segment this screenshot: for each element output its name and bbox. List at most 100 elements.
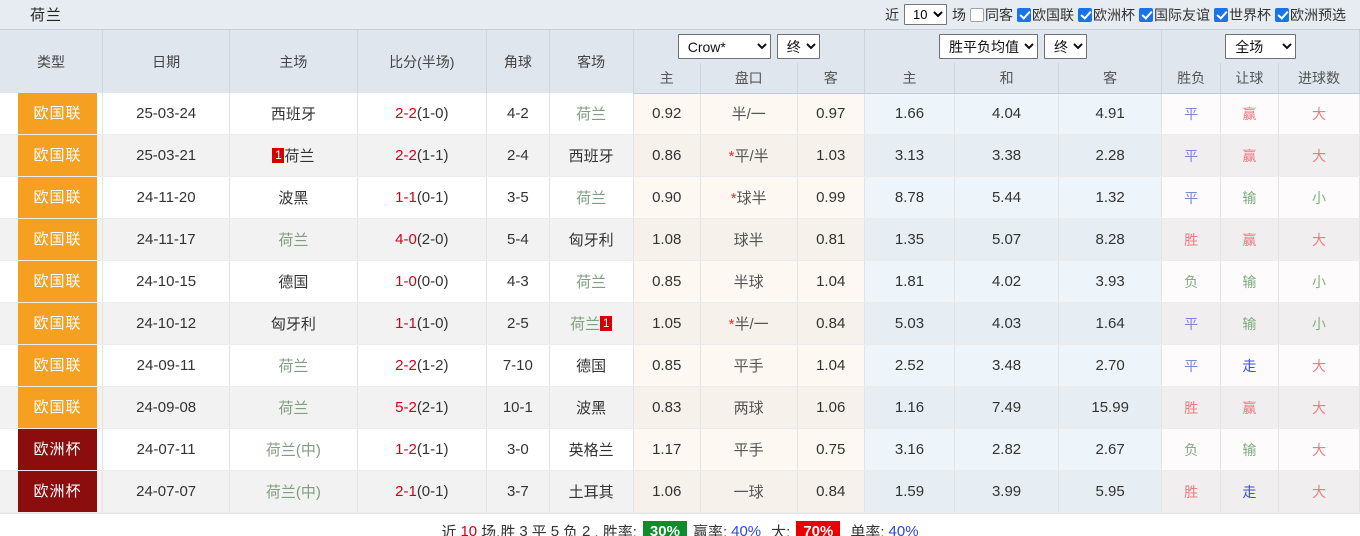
handicap-company-select[interactable]: Crow*Bet365MacauslotEasybets (677, 34, 771, 59)
match-date: 24-07-11 (136, 441, 196, 458)
competition-checkbox[interactable] (1275, 7, 1289, 22)
recent-label: 近 (885, 6, 899, 23)
col-header-result-goals[interactable]: 进球数 (1278, 63, 1360, 94)
match-score: 2-2(1-1) (395, 147, 449, 164)
table-row[interactable]: 欧国联 24-09-08 荷兰 5-2(2-1) 10-1 波黑 0.83 两球 1.06 1.1… (0, 386, 1360, 429)
competition-checkbox[interactable] (1078, 7, 1092, 22)
odds-home: 1.59 (894, 483, 925, 500)
cell-home-team[interactable]: 西班牙 (229, 93, 358, 135)
col-header-eu-draw[interactable]: 和 (954, 63, 1059, 94)
cell-away-team[interactable]: 荷兰 (549, 260, 634, 303)
competition-checkbox[interactable] (1017, 7, 1031, 22)
col-header-corner[interactable]: 角球 (486, 30, 550, 93)
handicap-line: 平手 (733, 358, 764, 375)
cell-home-team[interactable]: 荷兰 (229, 386, 358, 429)
odds-market-select[interactable]: 胜平负均值亚盘均值大小球均值 (939, 34, 1039, 59)
cell-score[interactable]: 1-1(0-1) (357, 176, 488, 219)
cell-home-team[interactable]: 荷兰 (229, 218, 358, 261)
col-header-result-handicap[interactable]: 让球 (1220, 63, 1279, 94)
competition-filter-4[interactable]: 欧洲预选 (1275, 5, 1348, 25)
competition-filter-1[interactable]: 欧洲杯 (1078, 5, 1137, 25)
table-row[interactable]: 欧国联 24-10-15 德国 1-0(0-0) 4-3 荷兰 0.85 半球 1.04 1.81… (0, 260, 1360, 303)
competition-filter-3[interactable]: 世界杯 (1214, 5, 1273, 25)
cell-home-team[interactable]: 荷兰(中) (229, 470, 358, 513)
table-row[interactable]: 欧洲杯 24-07-07 荷兰(中) 2-1(0-1) 3-7 土耳其 1.06 一球 0.84… (0, 470, 1360, 513)
odds-period-select[interactable]: 终初 (1044, 34, 1088, 59)
col-header-away[interactable]: 客场 (549, 30, 634, 93)
same-venue-checkbox[interactable] (970, 7, 984, 22)
competition-badge: 欧国联 (18, 261, 97, 302)
away-team-name: 德国 (576, 358, 607, 375)
table-row[interactable]: 欧国联 24-09-11 荷兰 2-2(1-2) 7-10 德国 0.85 平手 1.04 2.5… (0, 344, 1360, 387)
match-date: 24-07-07 (136, 483, 197, 500)
competition-filter-0[interactable]: 欧国联 (1017, 5, 1076, 25)
table-row[interactable]: 欧国联 24-11-20 波黑 1-1(0-1) 3-5 荷兰 0.90 *球半 0.99 8.7… (0, 176, 1360, 219)
cell-odds-away: 5.95 (1058, 470, 1163, 513)
cell-score[interactable]: 4-0(2-0) (357, 218, 488, 261)
cell-score[interactable]: 2-1(0-1) (357, 470, 488, 513)
col-header-result-wdl[interactable]: 胜负 (1161, 63, 1221, 94)
col-header-ah-away[interactable]: 客 (797, 63, 865, 94)
cell-away-team[interactable]: 荷兰 (549, 176, 634, 219)
col-header-ah-line[interactable]: 盘口 (700, 63, 798, 94)
cell-score[interactable]: 1-1(1-0) (357, 302, 488, 345)
cell-score[interactable]: 5-2(2-1) (357, 386, 488, 429)
result-goals: 小 (1311, 189, 1326, 206)
cell-away-team[interactable]: 匈牙利 (549, 218, 634, 261)
result-wdl: 平 (1184, 315, 1199, 332)
cell-result-handicap: 赢 (1220, 386, 1279, 429)
handicap-period-select[interactable]: 终初 (776, 34, 820, 59)
cell-score[interactable]: 2-2(1-0) (357, 93, 488, 135)
cell-result-goals: 小 (1278, 302, 1360, 345)
cell-away-team[interactable]: 土耳其 (549, 470, 634, 513)
table-row[interactable]: 欧洲杯 24-07-11 荷兰(中) 1-2(1-1) 3-0 英格兰 1.17 平手 0.75… (0, 428, 1360, 471)
fulltime-score: 1-2 (395, 441, 417, 458)
competition-checkbox[interactable] (1139, 7, 1153, 22)
cell-result-wdl: 胜 (1161, 470, 1221, 513)
odds-draw: 5.07 (991, 231, 1022, 248)
cell-score[interactable]: 1-0(0-0) (357, 260, 488, 303)
cell-home-team[interactable]: 荷兰 (229, 344, 358, 387)
cell-away-team[interactable]: 英格兰 (549, 428, 634, 471)
col-header-date[interactable]: 日期 (102, 30, 231, 93)
cell-home-team[interactable]: 1 荷兰 (229, 134, 358, 177)
handicap-line: *半/一 (728, 316, 769, 333)
cell-result-wdl: 平 (1161, 344, 1221, 387)
cell-away-team[interactable]: 荷兰 1 (549, 302, 634, 345)
cell-away-team[interactable]: 荷兰 (549, 93, 634, 135)
cell-home-team[interactable]: 德国 (229, 260, 358, 303)
col-header-home[interactable]: 主场 (229, 30, 358, 93)
summary-odd-value: 40% (888, 523, 919, 536)
table-row[interactable]: 欧国联 24-11-17 荷兰 4-0(2-0) 5-4 匈牙利 1.08 球半 0.81 1.3… (0, 218, 1360, 261)
cell-score[interactable]: 1-2(1-1) (357, 428, 488, 471)
cell-score[interactable]: 2-2(1-1) (357, 134, 488, 177)
same-venue-filter[interactable]: 同客 (970, 5, 1015, 25)
cell-competition-type: 欧国联 (0, 344, 103, 387)
cell-home-team[interactable]: 匈牙利 (229, 302, 358, 345)
col-header-eu-home[interactable]: 主 (864, 63, 956, 94)
cell-score[interactable]: 2-2(1-2) (357, 344, 488, 387)
cell-away-team[interactable]: 西班牙 (549, 134, 634, 177)
away-team-name: 荷兰 (576, 190, 607, 207)
table-row[interactable]: 欧国联 25-03-24 西班牙 2-2(1-0) 4-2 荷兰 0.92 半/一 0.97 1.… (0, 93, 1360, 135)
fulltime-score: 4-0 (395, 231, 417, 248)
match-count-select[interactable]: 10203050 (904, 4, 947, 25)
cell-home-team[interactable]: 波黑 (229, 176, 358, 219)
cell-home-team[interactable]: 荷兰(中) (229, 428, 358, 471)
cell-result-goals: 大 (1278, 93, 1360, 135)
cell-away-team[interactable]: 德国 (549, 344, 634, 387)
handicap-away-odds: 0.75 (816, 441, 846, 458)
col-header-ah-home[interactable]: 主 (633, 63, 701, 94)
col-header-score[interactable]: 比分(半场) (357, 30, 488, 93)
cell-away-team[interactable]: 波黑 (549, 386, 634, 429)
competition-checkbox[interactable] (1214, 7, 1228, 22)
table-row[interactable]: 欧国联 24-10-12 匈牙利 1-1(1-0) 2-5 荷兰 1 1.05 *半/一 0.84… (0, 302, 1360, 345)
table-row[interactable]: 欧国联 25-03-21 1 荷兰 2-2(1-1) 2-4 西班牙 0.86 *平/半 1.03… (0, 134, 1360, 177)
col-header-eu-away[interactable]: 客 (1058, 63, 1163, 94)
cell-competition-type: 欧洲杯 (0, 470, 103, 513)
cell-result-goals: 大 (1278, 386, 1360, 429)
result-scope-select[interactable]: 全场上半场下半场 (1225, 34, 1297, 59)
col-header-type[interactable]: 类型 (0, 30, 103, 93)
handicap-line: 两球 (733, 400, 764, 417)
competition-filter-2[interactable]: 国际友谊 (1139, 5, 1212, 25)
